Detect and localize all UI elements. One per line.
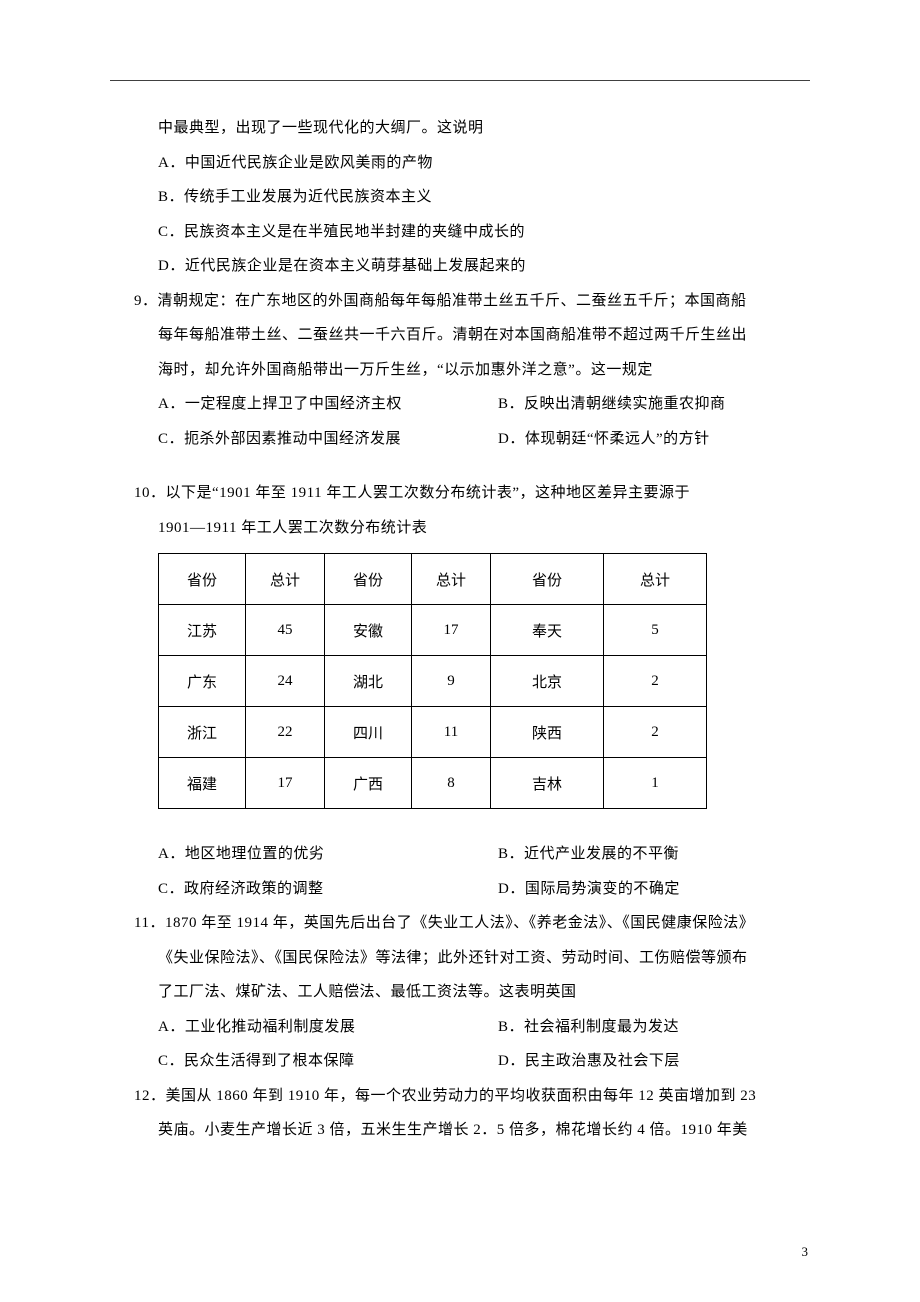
td: 陕西 — [491, 707, 604, 758]
top-rule — [110, 80, 810, 81]
th: 总计 — [412, 554, 491, 605]
td: 广西 — [325, 758, 412, 809]
q11-opt-b: B．社会福利制度最为发达 — [498, 1010, 810, 1045]
th: 总计 — [246, 554, 325, 605]
page: 中最典型，出现了一些现代化的大绸厂。这说明 A．中国近代民族企业是欧风美雨的产物… — [0, 0, 920, 1302]
q9-stem-2: 每年每船准带土丝、二蚕丝共一千六百斤。清朝在对本国商船准带不超过两千斤生丝出 — [110, 318, 810, 353]
q11-opts-ab: A．工业化推动福利制度发展 B．社会福利制度最为发达 — [110, 1010, 810, 1045]
td: 5 — [604, 605, 707, 656]
q11-opt-d: D．民主政治惠及社会下层 — [498, 1044, 810, 1079]
td: 广东 — [159, 656, 246, 707]
q11-stem-2: 《失业保险法》、《国民保险法》等法律；此外还针对工资、劳动时间、工伤赔偿等颁布 — [110, 941, 810, 976]
q9-stem-1: 9．清朝规定：在广东地区的外国商船每年每船准带土丝五千斤、二蚕丝五千斤；本国商船 — [110, 284, 810, 319]
th: 省份 — [325, 554, 412, 605]
q10-opt-b: B．近代产业发展的不平衡 — [498, 837, 810, 872]
q8-opt-d: D．近代民族企业是在资本主义萌芽基础上发展起来的 — [110, 249, 810, 284]
q11-opt-c: C．民众生活得到了根本保障 — [110, 1044, 498, 1079]
td: 湖北 — [325, 656, 412, 707]
td: 北京 — [491, 656, 604, 707]
td: 2 — [604, 656, 707, 707]
q9-opt-c: C．扼杀外部因素推动中国经济发展 — [110, 422, 498, 457]
q8-opt-b: B．传统手工业发展为近代民族资本主义 — [110, 180, 810, 215]
td: 吉林 — [491, 758, 604, 809]
td: 1 — [604, 758, 707, 809]
q11-opt-a: A．工业化推动福利制度发展 — [110, 1010, 498, 1045]
table-row: 江苏 45 安徽 17 奉天 5 — [159, 605, 707, 656]
td: 四川 — [325, 707, 412, 758]
q11-stem-1: 11．1870 年至 1914 年，英国先后出台了《失业工人法》、《养老金法》、… — [110, 906, 810, 941]
q9-opt-a: A．一定程度上捍卫了中国经济主权 — [110, 387, 498, 422]
q9-opts-ab: A．一定程度上捍卫了中国经济主权 B．反映出清朝继续实施重农抑商 — [110, 387, 810, 422]
td: 奉天 — [491, 605, 604, 656]
q12-stem-2: 英庙。小麦生产增长近 3 倍，五米生生产增长 2．5 倍多，棉花增长约 4 倍。… — [110, 1113, 810, 1148]
q10-opt-a: A．地区地理位置的优劣 — [110, 837, 498, 872]
q11-stem-3: 了工厂法、煤矿法、工人赔偿法、最低工资法等。这表明英国 — [110, 975, 810, 1010]
td: 22 — [246, 707, 325, 758]
table-row: 广东 24 湖北 9 北京 2 — [159, 656, 707, 707]
page-number: 3 — [802, 1244, 809, 1260]
td: 9 — [412, 656, 491, 707]
q10-opts-ab: A．地区地理位置的优劣 B．近代产业发展的不平衡 — [110, 837, 810, 872]
q12-stem-1: 12．美国从 1860 年到 1910 年，每一个农业劳动力的平均收获面积由每年… — [110, 1079, 810, 1114]
table-row: 浙江 22 四川 11 陕西 2 — [159, 707, 707, 758]
q9-stem-3: 海时，却允许外国商船带出一万斤生丝，“以示加惠外洋之意”。这一规定 — [110, 353, 810, 388]
q10-opt-d: D．国际局势演变的不确定 — [498, 872, 810, 907]
q8-opt-c: C．民族资本主义是在半殖民地半封建的夹缝中成长的 — [110, 215, 810, 250]
q8-opt-a: A．中国近代民族企业是欧风美雨的产物 — [110, 146, 810, 181]
td: 17 — [412, 605, 491, 656]
td: 24 — [246, 656, 325, 707]
q10-opt-c: C．政府经济政策的调整 — [110, 872, 498, 907]
td: 浙江 — [159, 707, 246, 758]
td: 2 — [604, 707, 707, 758]
q10-stem-2: 1901—1911 年工人罢工次数分布统计表 — [110, 511, 810, 546]
q11-opts-cd: C．民众生活得到了根本保障 D．民主政治惠及社会下层 — [110, 1044, 810, 1079]
td: 45 — [246, 605, 325, 656]
td: 8 — [412, 758, 491, 809]
q9-opt-d: D．体现朝廷“怀柔远人”的方针 — [498, 422, 810, 457]
th: 省份 — [159, 554, 246, 605]
spacer — [110, 817, 810, 837]
td: 11 — [412, 707, 491, 758]
q8-cont: 中最典型，出现了一些现代化的大绸厂。这说明 — [110, 111, 810, 146]
th: 省份 — [491, 554, 604, 605]
q10-opts-cd: C．政府经济政策的调整 D．国际局势演变的不确定 — [110, 872, 810, 907]
td: 安徽 — [325, 605, 412, 656]
td: 江苏 — [159, 605, 246, 656]
table-header-row: 省份 总计 省份 总计 省份 总计 — [159, 554, 707, 605]
q9-opts-cd: C．扼杀外部因素推动中国经济发展 D．体现朝廷“怀柔远人”的方针 — [110, 422, 810, 457]
th: 总计 — [604, 554, 707, 605]
q9-opt-b: B．反映出清朝继续实施重农抑商 — [498, 387, 810, 422]
table-row: 福建 17 广西 8 吉林 1 — [159, 758, 707, 809]
spacer — [110, 456, 810, 476]
q10-stem-1: 10．以下是“1901 年至 1911 年工人罢工次数分布统计表”，这种地区差异… — [110, 476, 810, 511]
td: 17 — [246, 758, 325, 809]
strike-table: 省份 总计 省份 总计 省份 总计 江苏 45 安徽 17 奉天 5 广东 24… — [158, 553, 707, 809]
td: 福建 — [159, 758, 246, 809]
